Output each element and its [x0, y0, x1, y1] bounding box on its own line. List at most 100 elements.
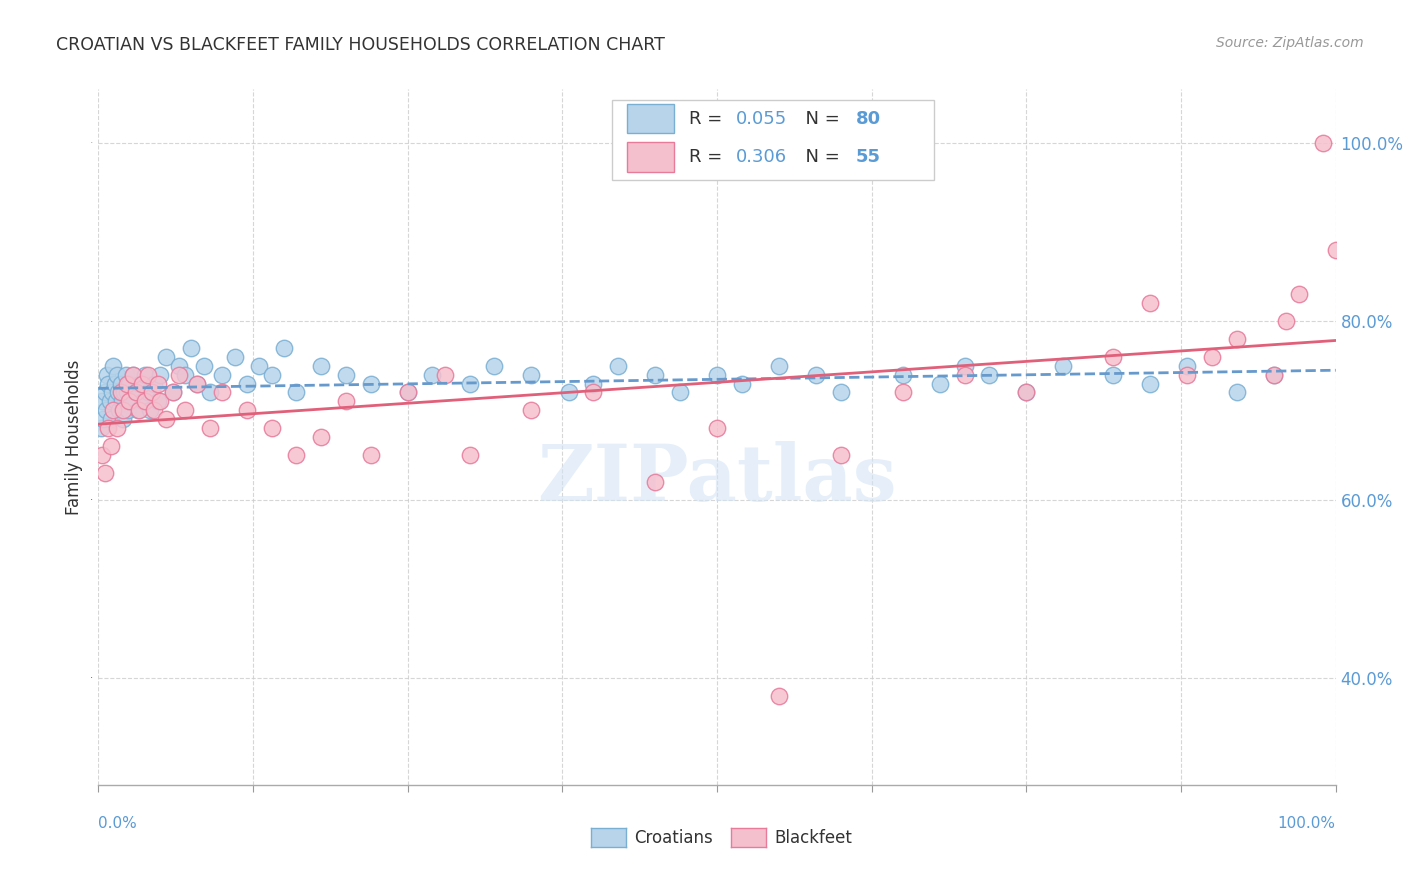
Point: [582, 376, 605, 391]
Point: [93, 412, 115, 426]
Point: [98, 394, 121, 409]
Point: [1052, 359, 1074, 373]
FancyBboxPatch shape: [612, 100, 934, 179]
Point: [167, 359, 190, 373]
Text: R =: R =: [689, 148, 727, 166]
Point: [93, 466, 115, 480]
Point: [198, 385, 221, 400]
Y-axis label: Family Households: Family Households: [65, 359, 83, 515]
Point: [108, 403, 131, 417]
Point: [309, 430, 332, 444]
Point: [139, 403, 162, 417]
Point: [1102, 368, 1125, 382]
Point: [112, 385, 135, 400]
Point: [118, 394, 141, 409]
Point: [520, 368, 543, 382]
Point: [149, 394, 172, 409]
Point: [143, 376, 166, 391]
Point: [103, 403, 125, 417]
Point: [285, 385, 308, 400]
Point: [180, 341, 202, 355]
Point: [247, 359, 270, 373]
Point: [118, 376, 141, 391]
Point: [132, 394, 155, 409]
Point: [644, 368, 666, 382]
Text: ZIPatlas: ZIPatlas: [537, 441, 897, 516]
Point: [124, 385, 146, 400]
Point: [285, 448, 308, 462]
Point: [211, 368, 233, 382]
Point: [1263, 368, 1285, 382]
Point: [141, 385, 163, 400]
Point: [557, 385, 579, 400]
Point: [360, 376, 382, 391]
Point: [100, 439, 122, 453]
Point: [706, 421, 728, 435]
Point: [112, 403, 135, 417]
Point: [335, 368, 357, 382]
Point: [433, 368, 456, 382]
Point: [107, 385, 129, 400]
Point: [1324, 243, 1347, 257]
Point: [1175, 359, 1198, 373]
Point: [155, 412, 177, 426]
Point: [129, 376, 152, 391]
Point: [146, 376, 169, 391]
Point: [193, 359, 215, 373]
Point: [360, 448, 382, 462]
Point: [768, 689, 790, 703]
Point: [669, 385, 692, 400]
Point: [111, 394, 134, 409]
Point: [146, 394, 169, 409]
Point: [236, 403, 259, 417]
Point: [149, 368, 172, 382]
Point: [211, 385, 233, 400]
Point: [115, 376, 138, 391]
Point: [134, 368, 156, 382]
Point: [335, 394, 357, 409]
Point: [260, 368, 283, 382]
Point: [224, 350, 246, 364]
Point: [103, 359, 125, 373]
Point: [830, 448, 852, 462]
Point: [309, 359, 332, 373]
Point: [127, 403, 149, 417]
Point: [136, 368, 159, 382]
Point: [94, 403, 117, 417]
Text: 55: 55: [856, 148, 880, 166]
Point: [520, 403, 543, 417]
Point: [891, 385, 914, 400]
Point: [103, 376, 125, 391]
Point: [236, 376, 259, 391]
Point: [953, 359, 976, 373]
Point: [110, 376, 132, 391]
Point: [1175, 368, 1198, 382]
Text: 0.306: 0.306: [735, 148, 787, 166]
Point: [91, 394, 114, 409]
Point: [953, 368, 976, 382]
Point: [120, 394, 142, 409]
Point: [830, 385, 852, 400]
Point: [582, 385, 605, 400]
Point: [112, 412, 135, 426]
Point: [768, 359, 790, 373]
Point: [97, 421, 120, 435]
Text: Blackfeet: Blackfeet: [775, 829, 852, 847]
Text: 100.0%: 100.0%: [1278, 816, 1336, 831]
Point: [198, 421, 221, 435]
Point: [928, 376, 950, 391]
Text: 80: 80: [856, 110, 880, 128]
Point: [122, 368, 145, 382]
Bar: [627, 143, 673, 171]
Point: [396, 385, 419, 400]
Point: [131, 376, 153, 391]
Point: [104, 394, 127, 409]
Point: [124, 385, 146, 400]
Point: [100, 412, 122, 426]
Point: [97, 376, 120, 391]
Bar: [627, 104, 673, 133]
Point: [105, 368, 128, 382]
Point: [1226, 332, 1249, 346]
Point: [1139, 296, 1161, 310]
Point: [1312, 136, 1334, 150]
